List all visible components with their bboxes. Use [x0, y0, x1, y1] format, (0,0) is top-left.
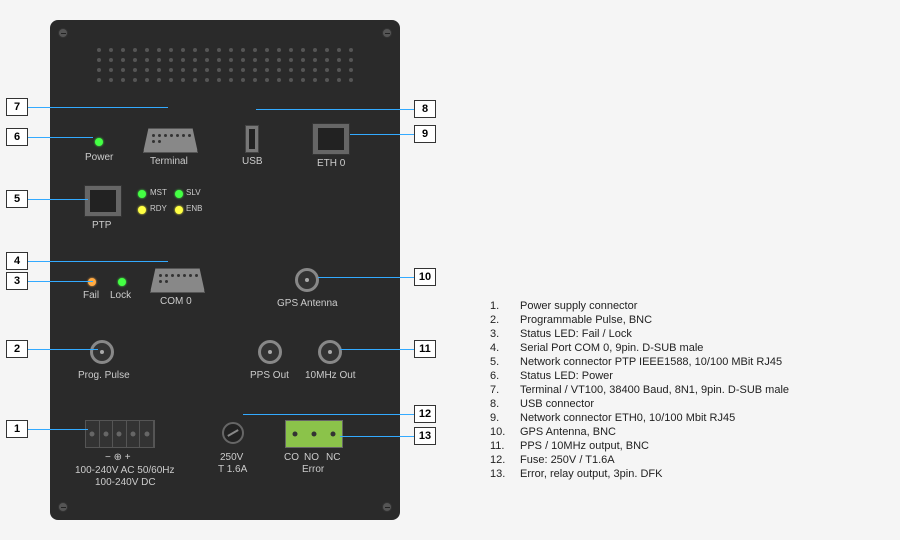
com0-port [150, 268, 205, 293]
pps-label: PPS Out [250, 370, 289, 381]
legend-row: 8.USB connector [490, 398, 789, 410]
device-panel: Power Terminal USB ETH 0 PTP MST SLV RDY… [50, 20, 400, 520]
lock-label: Lock [110, 290, 131, 301]
error-label: Error [302, 464, 324, 475]
pps-bnc [258, 340, 282, 364]
power-led [95, 138, 103, 146]
slv-led [175, 190, 183, 198]
eth0-port [312, 123, 350, 155]
mst-led [138, 190, 146, 198]
power-terminal [85, 420, 155, 448]
err-co-label: CO [284, 452, 299, 463]
legend-row: 6.Status LED: Power [490, 370, 789, 382]
legend-row: 5.Network connector PTP IEEE1588, 10/100… [490, 356, 789, 368]
screw [58, 28, 68, 38]
err-no-label: NO [304, 452, 319, 463]
callout-line [256, 109, 414, 110]
screw [382, 28, 392, 38]
callout-9: 9 [414, 125, 436, 143]
ptp-label: PTP [92, 220, 111, 231]
pwr-ac-label: 100-240V AC 50/60Hz [75, 465, 175, 476]
terminal-port [143, 128, 198, 153]
prog-pulse-bnc [90, 340, 114, 364]
legend-row: 12.Fuse: 250V / T1.6A [490, 454, 789, 466]
legend-row: 11.PPS / 10MHz output, BNC [490, 440, 789, 452]
com0-label: COM 0 [160, 296, 192, 307]
terminal-label: Terminal [150, 156, 188, 167]
callout-line [340, 436, 414, 437]
callout-4: 4 [6, 252, 28, 270]
callout-1: 1 [6, 420, 28, 438]
legend-row: 1.Power supply connector [490, 300, 789, 312]
usb-label: USB [242, 156, 263, 167]
screw [382, 502, 392, 512]
legend-row: 4.Serial Port COM 0, 9pin. D-SUB male [490, 342, 789, 354]
usb-port [245, 125, 259, 153]
callout-line [350, 134, 414, 135]
callout-8: 8 [414, 100, 436, 118]
enb-led [175, 206, 183, 214]
err-nc-label: NC [326, 452, 340, 463]
callout-line [28, 281, 93, 282]
rdy-led [138, 206, 146, 214]
callout-line [28, 349, 98, 350]
fuse-a-label: T 1.6A [218, 464, 247, 475]
fuse-v-label: 250V [220, 452, 243, 463]
callout-5: 5 [6, 190, 28, 208]
callout-line [28, 107, 168, 108]
rdy-label: RDY [150, 204, 167, 213]
pwr-dc-label: 100-240V DC [95, 477, 156, 488]
callout-line [340, 349, 414, 350]
callout-11: 11 [414, 340, 436, 358]
callout-7: 7 [6, 98, 28, 116]
eth0-label: ETH 0 [317, 158, 345, 169]
legend-row: 10.GPS Antenna, BNC [490, 426, 789, 438]
gps-bnc [295, 268, 319, 292]
gps-label: GPS Antenna [277, 298, 338, 309]
callout-6: 6 [6, 128, 28, 146]
prog-label: Prog. Pulse [78, 370, 130, 381]
callout-12: 12 [414, 405, 436, 423]
callout-line [28, 137, 93, 138]
callout-line [28, 199, 88, 200]
legend-row: 2.Programmable Pulse, BNC [490, 314, 789, 326]
callout-line [28, 261, 168, 262]
callout-line [28, 429, 88, 430]
fail-led [88, 278, 96, 286]
callout-13: 13 [414, 427, 436, 445]
error-terminal [285, 420, 343, 448]
enb-label: ENB [186, 204, 202, 213]
callout-line [318, 277, 414, 278]
mst-label: MST [150, 188, 167, 197]
legend-row: 3.Status LED: Fail / Lock [490, 328, 789, 340]
pwr-sym-label: − ⊕ + [105, 452, 131, 463]
callout-2: 2 [6, 340, 28, 358]
ptp-port [84, 185, 122, 217]
mhz10-label: 10MHz Out [305, 370, 356, 381]
legend: 1.Power supply connector 2.Programmable … [490, 300, 789, 482]
mhz10-bnc [318, 340, 342, 364]
slv-label: SLV [186, 188, 201, 197]
legend-row: 9.Network connector ETH0, 10/100 Mbit RJ… [490, 412, 789, 424]
callout-line [243, 414, 414, 415]
screw [58, 502, 68, 512]
callout-3: 3 [6, 272, 28, 290]
legend-row: 7.Terminal / VT100, 38400 Baud, 8N1, 9pi… [490, 384, 789, 396]
vent-grid [80, 48, 370, 88]
legend-row: 13.Error, relay output, 3pin. DFK [490, 468, 789, 480]
fuse-holder [222, 422, 244, 444]
callout-10: 10 [414, 268, 436, 286]
power-label: Power [85, 152, 113, 163]
fail-label: Fail [83, 290, 99, 301]
lock-led [118, 278, 126, 286]
